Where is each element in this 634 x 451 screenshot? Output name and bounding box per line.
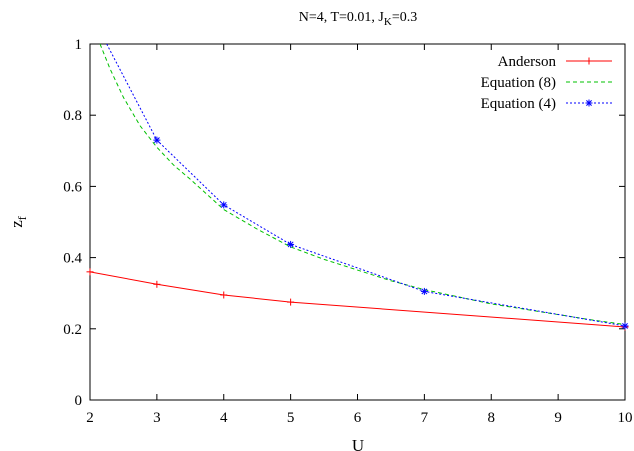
legend-marker bbox=[585, 99, 593, 107]
data-point bbox=[220, 291, 228, 299]
legend-label: Equation (8) bbox=[481, 75, 556, 91]
legend: Anderson Equation (8) Equation (4) bbox=[481, 54, 612, 112]
x-tick-label: 5 bbox=[287, 410, 295, 426]
chart-title-subscript: K bbox=[384, 16, 392, 28]
y-tick-label: 1 bbox=[75, 37, 83, 53]
series-2 bbox=[99, 43, 626, 326]
x-tick-label: 6 bbox=[354, 410, 362, 426]
y-tick-label: 0.2 bbox=[63, 322, 82, 338]
x-tick-label: 10 bbox=[618, 410, 633, 426]
series-layer bbox=[86, 43, 629, 331]
y-axis-label-subscript: f bbox=[15, 216, 29, 220]
series-1 bbox=[86, 268, 629, 331]
series-3 bbox=[106, 43, 629, 330]
data-point bbox=[287, 298, 295, 306]
axis-tick-labels: 2 3 4 5 6 7 8 9 10 0 0.2 0.4 0.6 0.8 1 bbox=[63, 37, 632, 426]
series-line bbox=[99, 43, 626, 326]
data-point bbox=[621, 322, 629, 330]
x-tick-label: 8 bbox=[488, 410, 496, 426]
y-axis-label: zf bbox=[7, 216, 29, 228]
y-tick-label: 0.8 bbox=[63, 108, 82, 124]
data-point bbox=[86, 268, 94, 276]
data-point bbox=[420, 287, 428, 295]
data-point bbox=[220, 201, 228, 209]
legend-label: Anderson bbox=[498, 54, 557, 70]
legend-marker bbox=[585, 57, 593, 65]
legend-label: Equation (4) bbox=[481, 96, 556, 112]
x-tick-label: 3 bbox=[153, 410, 161, 426]
chart-title-prefix: N=4, T=0.01, J bbox=[299, 10, 385, 25]
y-tick-label: 0.4 bbox=[63, 251, 82, 267]
y-tick-label: 0.6 bbox=[63, 179, 82, 195]
y-tick-label: 0 bbox=[75, 393, 83, 409]
data-point bbox=[153, 136, 161, 144]
x-tick-label: 9 bbox=[554, 410, 562, 426]
x-tick-label: 2 bbox=[86, 410, 94, 426]
x-tick-label: 4 bbox=[220, 410, 228, 426]
series-line bbox=[89, 271, 626, 328]
axis-ticks bbox=[89, 43, 626, 401]
chart-title-text: N=4, T=0.01, JK=0.3 bbox=[299, 10, 418, 28]
series-line bbox=[106, 43, 626, 327]
x-axis-label: U bbox=[352, 436, 364, 451]
data-point bbox=[153, 280, 161, 288]
y-axis-label-main: z bbox=[7, 220, 26, 228]
chart-title: N=4, T=0.01, JK=0.3 bbox=[299, 10, 418, 28]
data-point bbox=[287, 240, 295, 248]
chart-title-suffix: =0.3 bbox=[392, 10, 417, 25]
x-tick-label: 7 bbox=[421, 410, 429, 426]
